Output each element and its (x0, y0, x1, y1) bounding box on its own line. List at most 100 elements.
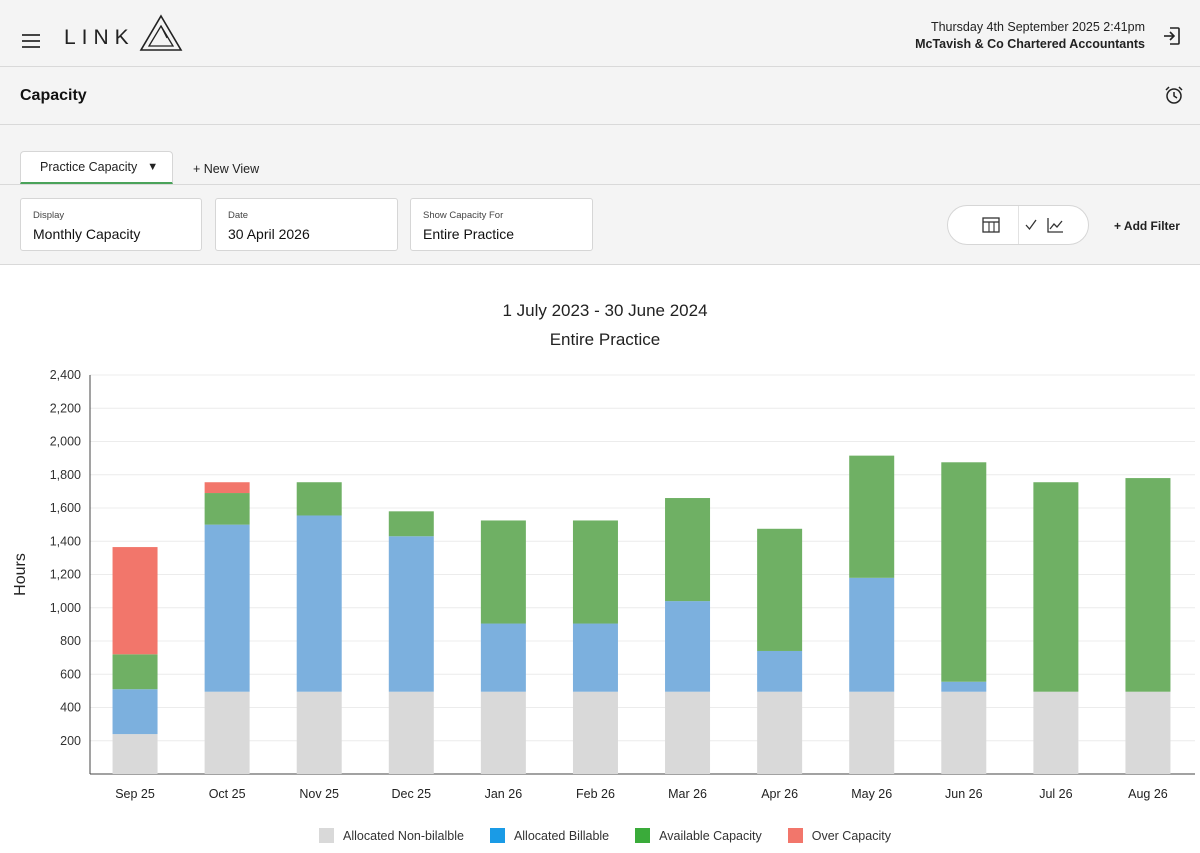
x-tick-label: May 26 (851, 787, 892, 801)
x-tick-label: Jun 26 (945, 787, 983, 801)
view-tabs: Practice Capacity ▼ + New View (0, 125, 1200, 185)
menu-icon[interactable] (22, 34, 40, 48)
chart-legend: Allocated Non-bilalble Allocated Billable… (0, 828, 1200, 843)
bar-segment-available (296, 482, 342, 516)
x-tick-label: Aug 26 (1128, 787, 1168, 801)
legend-label: Over Capacity (811, 828, 891, 843)
y-tick-label: 1,400 (50, 534, 81, 548)
bar-segment-billable (757, 650, 803, 692)
legend-item: Allocated Billable (489, 828, 610, 843)
legend-item: Allocated Non-bilalble (319, 828, 464, 843)
company-name: McTavish & Co Chartered Accountants (915, 37, 1145, 51)
bar-segment-billable (849, 577, 895, 692)
y-tick-label: 2,200 (50, 401, 81, 415)
bar-segment-available (388, 511, 434, 537)
bar-segment-non-billable (849, 691, 895, 774)
display-label: Display (33, 210, 65, 221)
bar-segment-available (112, 654, 158, 690)
y-tick-label: 1,200 (50, 568, 81, 582)
x-tick-label: Mar 26 (668, 787, 707, 801)
y-axis-title: Hours (12, 553, 29, 596)
legend-swatch (319, 828, 335, 843)
legend-item: Available Capacity (635, 828, 762, 843)
bar-segment-over (112, 547, 158, 655)
bar-segment-billable (204, 524, 250, 692)
logo-text: LINK (64, 26, 135, 49)
capacity-for-select[interactable]: Show Capacity For Entire Practice (410, 198, 593, 251)
legend-swatch (787, 828, 803, 843)
legend-label: Allocated Non-bilalble (343, 828, 464, 843)
legend-item: Over Capacity (787, 828, 891, 843)
x-tick-label: Sep 25 (115, 787, 155, 801)
x-tick-label: Dec 25 (391, 787, 431, 801)
bar-segment-available (204, 493, 250, 525)
date-label: Date (228, 210, 249, 221)
y-tick-label: 800 (60, 634, 81, 648)
date-value: 30 April 2026 (228, 226, 310, 242)
line-chart-icon[interactable] (1046, 216, 1064, 234)
tab-label: Practice Capacity (40, 160, 138, 174)
bar-segment-billable (572, 623, 618, 692)
x-tick-label: Jan 26 (485, 787, 523, 801)
bar-segment-non-billable (572, 691, 618, 774)
x-tick-label: Oct 25 (209, 787, 246, 801)
bar-segment-non-billable (480, 691, 526, 774)
app-logo[interactable]: LINK (64, 12, 183, 52)
y-tick-label: 400 (60, 701, 81, 715)
bar-segment-billable (665, 601, 711, 692)
y-tick-label: 200 (60, 734, 81, 748)
bar-segment-available (480, 520, 526, 624)
view-toggle (947, 205, 1089, 245)
legend-swatch (489, 828, 505, 843)
legend-label: Allocated Billable (513, 828, 610, 843)
new-view-button[interactable]: + New View (193, 162, 260, 176)
bar-segment-non-billable (388, 691, 434, 774)
bar-segment-available (757, 528, 803, 651)
bar-segment-billable (296, 515, 342, 692)
legend-label: Available Capacity (659, 828, 762, 843)
page-title: Capacity (20, 87, 87, 104)
y-tick-label: 1,600 (50, 501, 81, 515)
bar-segment-available (849, 455, 895, 578)
page-title-bar: Capacity (0, 67, 1200, 125)
bar-segment-billable (480, 623, 526, 692)
bar-segment-over (204, 482, 250, 494)
chart-panel: 1 July 2023 - 30 June 2024 Entire Practi… (0, 265, 1200, 853)
legend-swatch (635, 828, 651, 843)
bar-segment-available (941, 462, 987, 682)
y-tick-label: 1,800 (50, 468, 81, 482)
display-select[interactable]: Display Monthly Capacity (20, 198, 202, 251)
bar-segment-non-billable (941, 691, 987, 774)
current-datetime: Thursday 4th September 2025 2:41pm (930, 20, 1145, 34)
x-tick-label: Nov 25 (299, 787, 339, 801)
check-icon (1025, 219, 1037, 231)
x-tick-label: Jul 26 (1039, 787, 1072, 801)
capacity-for-label: Show Capacity For (423, 210, 504, 221)
x-tick-label: Feb 26 (576, 787, 615, 801)
bar-segment-non-billable (665, 691, 711, 774)
chart-title: 1 July 2023 - 30 June 2024 (502, 301, 708, 320)
bar-segment-non-billable (112, 734, 158, 774)
bar-segment-non-billable (757, 691, 803, 774)
table-view-icon[interactable] (982, 217, 1000, 233)
add-filter-button[interactable]: + Add Filter (1114, 219, 1180, 233)
y-tick-label: 600 (60, 667, 81, 681)
chart-subtitle: Entire Practice (549, 330, 661, 349)
bar-segment-available (665, 498, 711, 602)
date-field[interactable]: Date 30 April 2026 (215, 198, 398, 251)
bar-segment-available (1125, 478, 1171, 692)
logout-icon[interactable] (1162, 26, 1182, 46)
bar-segment-non-billable (296, 691, 342, 774)
bar-segment-non-billable (1033, 691, 1079, 774)
caret-down-icon: ▼ (147, 161, 159, 173)
y-tick-label: 1,000 (50, 601, 81, 615)
capacity-bar-chart: 200 400 600 800 1,000 1,200 1,400 1,600 1,800 2,0… (12, 368, 1195, 801)
y-tick-label: 2,000 (50, 435, 81, 449)
bar-segment-non-billable (204, 691, 250, 774)
display-value: Monthly Capacity (33, 226, 141, 242)
bar-segment-available (1033, 482, 1079, 692)
tab-practice-capacity[interactable]: Practice Capacity ▼ (20, 151, 173, 184)
bar-segment-non-billable (1125, 691, 1171, 774)
top-header: LINK Thursday 4th September 2025 2:41pm … (0, 0, 1200, 67)
alarm-clock-icon[interactable] (1164, 85, 1184, 105)
